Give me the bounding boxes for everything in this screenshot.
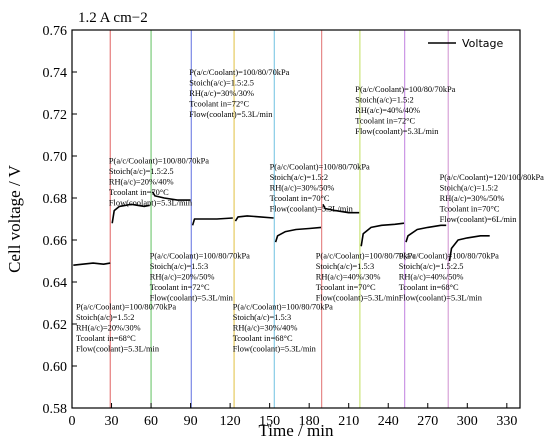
condition-annotation: P(a/c/Coolant)=100/80/70kPa Stoich(a/c)=1… bbox=[270, 163, 370, 214]
x-tick-label: 120 bbox=[220, 414, 241, 429]
x-tick-label: 210 bbox=[338, 414, 359, 429]
condition-annotation: P(a/c/Coolant)=100/80/70kPa Stoich(a/c)=1… bbox=[355, 85, 455, 136]
condition-annotation: P(a/c/Coolant)=120/100/80kPa Stoich(a/c)=… bbox=[440, 173, 545, 224]
x-tick-label: 150 bbox=[259, 414, 280, 429]
y-tick-label: 0.60 bbox=[43, 360, 68, 375]
x-tick-label: 240 bbox=[378, 414, 399, 429]
condition-annotation: P(a/c/Coolant)=100/80/70kPa Stoich(a/c)=1… bbox=[316, 251, 416, 302]
x-tick-label: 0 bbox=[69, 414, 76, 429]
y-tick-label: 0.66 bbox=[43, 234, 68, 249]
y-tick-label: 0.62 bbox=[43, 318, 68, 333]
chart-title: 1.2 A cm−2 bbox=[78, 10, 148, 26]
condition-annotation: P(a/c/Coolant)=100/80/70kPa Stoich(a/c)=1… bbox=[109, 156, 209, 207]
x-tick-label: 60 bbox=[144, 414, 158, 429]
y-tick-label: 0.58 bbox=[43, 402, 68, 417]
x-tick-label: 90 bbox=[184, 414, 198, 429]
voltage-line-segment bbox=[274, 226, 322, 243]
y-tick-label: 0.76 bbox=[43, 24, 68, 39]
voltage-line-segment bbox=[322, 203, 360, 214]
y-tick-label: 0.70 bbox=[43, 150, 68, 165]
voltage-line-segment bbox=[448, 235, 490, 262]
y-tick-label: 0.72 bbox=[43, 108, 68, 123]
y-axis-title: Cell voltage / V bbox=[5, 164, 24, 273]
voltage-line-segment bbox=[405, 224, 447, 243]
annotations: P(a/c/Coolant)=100/80/70kPa Stoich(a/c)=1… bbox=[76, 68, 544, 354]
legend: Voltage bbox=[428, 37, 503, 50]
condition-annotation: P(a/c/Coolant)=100/80/70kPa Stoich(a/c)=1… bbox=[150, 251, 250, 302]
condition-annotation: P(a/c/Coolant)=100/80/70kPa Stoich(a/c)=1… bbox=[399, 251, 499, 302]
voltage-line-segment bbox=[360, 222, 405, 247]
voltage-line-segment bbox=[73, 262, 111, 266]
voltage-line-segment bbox=[191, 217, 233, 226]
y-tick-label: 0.74 bbox=[43, 66, 68, 81]
y-tick-label: 0.64 bbox=[43, 276, 68, 291]
condition-annotation: P(a/c/Coolant)=100/80/70kPa Stoich(a/c)=1… bbox=[189, 68, 289, 119]
condition-change-markers bbox=[109, 30, 449, 408]
plot-frame bbox=[71, 29, 521, 409]
condition-annotation: P(a/c/Coolant)=100/80/70kPa Stoich(a/c)=1… bbox=[76, 303, 176, 354]
y-tick-label: 0.68 bbox=[43, 192, 68, 207]
voltage-line-segment bbox=[234, 215, 274, 222]
voltage-line-segment bbox=[111, 203, 150, 224]
voltage-line-segment bbox=[151, 191, 191, 201]
axis-ticks: 0 30 60 90 120 150 180 210 240 270 300 330 0.58 0.60 0… bbox=[43, 24, 518, 429]
legend-label-voltage: Voltage bbox=[462, 37, 503, 50]
x-tick-label: 300 bbox=[457, 414, 478, 429]
x-axis-title: Time / min bbox=[259, 421, 334, 440]
x-tick-label: 270 bbox=[417, 414, 438, 429]
x-tick-label: 180 bbox=[299, 414, 320, 429]
condition-annotation: P(a/c/Coolant)=100/80/70kPa Stoich(a/c)=1… bbox=[233, 303, 333, 354]
x-tick-label: 30 bbox=[105, 414, 119, 429]
series-layer bbox=[73, 191, 490, 266]
x-tick-label: 330 bbox=[496, 414, 517, 429]
